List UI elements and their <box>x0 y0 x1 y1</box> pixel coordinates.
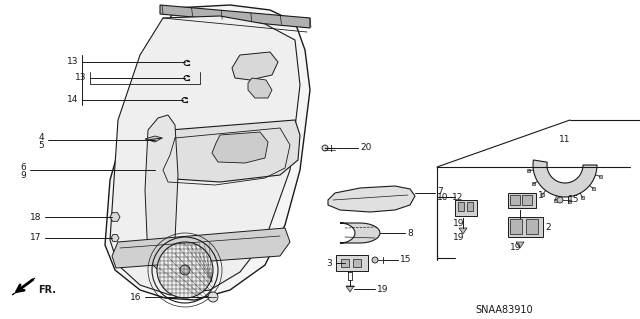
Polygon shape <box>533 160 597 197</box>
Text: 14: 14 <box>67 95 78 105</box>
Text: 15: 15 <box>400 256 412 264</box>
Polygon shape <box>111 234 119 241</box>
Text: 6: 6 <box>20 164 26 173</box>
Polygon shape <box>532 182 535 185</box>
Polygon shape <box>232 52 278 80</box>
Bar <box>341 259 349 267</box>
Polygon shape <box>212 132 268 163</box>
Circle shape <box>180 265 190 275</box>
Bar <box>510 219 522 234</box>
Text: 13: 13 <box>74 73 86 83</box>
Text: 5: 5 <box>38 140 44 150</box>
Text: 7: 7 <box>437 187 443 196</box>
Polygon shape <box>455 200 477 216</box>
Polygon shape <box>516 242 524 248</box>
Text: 12: 12 <box>452 192 463 202</box>
Polygon shape <box>581 196 584 199</box>
Text: FR.: FR. <box>38 285 56 295</box>
Bar <box>526 219 538 234</box>
Polygon shape <box>105 5 310 300</box>
Polygon shape <box>145 136 162 142</box>
Bar <box>510 195 520 205</box>
Text: SNAA83910: SNAA83910 <box>475 305 532 315</box>
Polygon shape <box>598 175 602 178</box>
Text: 1: 1 <box>538 191 544 201</box>
Bar <box>353 259 361 267</box>
Polygon shape <box>155 120 300 182</box>
Text: 13: 13 <box>67 57 78 66</box>
Polygon shape <box>508 217 543 237</box>
Text: 2: 2 <box>545 222 550 232</box>
Text: 11: 11 <box>559 136 571 145</box>
Text: 4: 4 <box>38 133 44 143</box>
Polygon shape <box>592 187 595 190</box>
Text: 3: 3 <box>326 258 332 268</box>
Circle shape <box>372 257 378 263</box>
Polygon shape <box>248 78 272 98</box>
Polygon shape <box>328 186 415 212</box>
Circle shape <box>157 242 213 298</box>
Polygon shape <box>160 5 310 28</box>
Polygon shape <box>112 228 290 268</box>
Text: 19: 19 <box>453 219 465 228</box>
Text: 19: 19 <box>453 233 465 241</box>
Text: 20: 20 <box>360 144 371 152</box>
Polygon shape <box>541 193 544 196</box>
Text: 19: 19 <box>377 285 388 293</box>
Text: 9: 9 <box>20 170 26 180</box>
Polygon shape <box>459 228 467 234</box>
Text: 16: 16 <box>129 293 141 301</box>
Polygon shape <box>346 286 354 292</box>
Bar <box>458 202 464 211</box>
Circle shape <box>322 145 328 151</box>
Text: 17: 17 <box>29 234 41 242</box>
Bar <box>467 202 473 211</box>
Polygon shape <box>568 200 571 203</box>
Polygon shape <box>336 255 368 271</box>
Circle shape <box>557 197 563 203</box>
Polygon shape <box>508 193 536 208</box>
Polygon shape <box>340 223 380 243</box>
Text: 8: 8 <box>407 228 413 238</box>
Text: 19: 19 <box>510 243 522 253</box>
Polygon shape <box>110 16 300 295</box>
Bar <box>522 195 532 205</box>
Text: 18: 18 <box>29 212 41 221</box>
Text: 15: 15 <box>568 196 579 204</box>
Polygon shape <box>110 213 120 221</box>
Circle shape <box>208 292 218 302</box>
Polygon shape <box>527 169 530 172</box>
Polygon shape <box>145 115 178 270</box>
Text: 10: 10 <box>437 194 449 203</box>
Polygon shape <box>554 199 557 202</box>
Polygon shape <box>12 278 35 295</box>
